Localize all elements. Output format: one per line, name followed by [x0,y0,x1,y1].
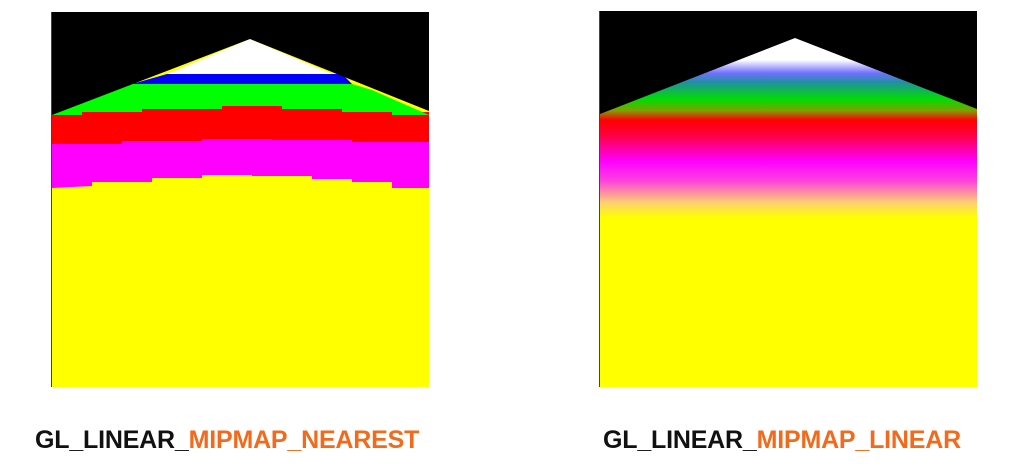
band-green [52,90,429,115]
caption-prefix: GL_LINEAR_ [35,426,189,454]
mipmap-linear-render [599,11,977,387]
caption-mipmap-nearest: GL_LINEAR_MIPMAP_NEAREST [35,426,419,455]
sky-black-left [52,12,250,115]
caption-prefix: GL_LINEAR_ [603,426,757,454]
mipmap-nearest-render [51,12,429,387]
sky-black-left [600,11,795,114]
caption-filter-name: MIPMAP_LINEAR [756,426,962,454]
band-green-upper [107,84,372,90]
band-magenta [52,135,429,387]
band-white [167,39,332,74]
caption-mipmap-linear: GL_LINEAR_MIPMAP_LINEAR [603,426,961,455]
band-blue [132,74,352,84]
sky-black-right [250,12,429,111]
sky-black-right [795,11,977,109]
band-red [52,106,429,144]
caption-filter-name: MIPMAP_NEAREST [188,426,420,454]
